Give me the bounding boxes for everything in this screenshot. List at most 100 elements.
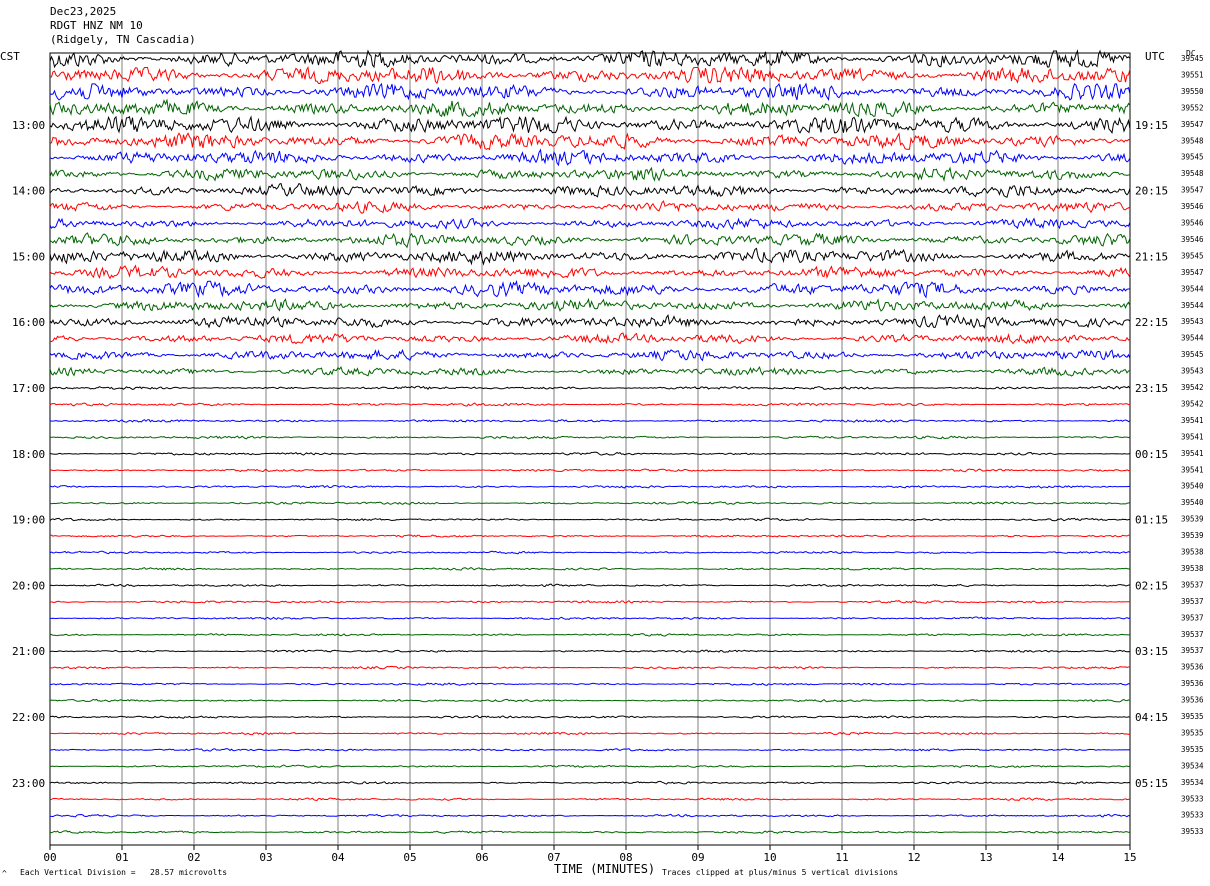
x-tick-label: 05 <box>403 851 416 864</box>
dc-offset-label: 39536 <box>1181 679 1204 688</box>
dc-offset-label: 39540 <box>1181 498 1204 507</box>
seismic-trace <box>49 385 1131 390</box>
dc-offset-label: 39537 <box>1181 597 1204 606</box>
dc-offset-label: 39539 <box>1181 515 1204 524</box>
left-hour-label: 19:00 <box>12 514 45 527</box>
left-hour-label: 21:00 <box>12 645 45 658</box>
seismic-trace <box>49 567 1131 571</box>
right-hour-label: 02:15 <box>1135 579 1168 592</box>
x-tick-label: 01 <box>115 851 128 864</box>
dc-offset-label: 39551 <box>1181 70 1204 79</box>
right-hour-label: 22:15 <box>1135 316 1168 329</box>
seismic-trace <box>49 65 1131 85</box>
dc-offset-label: 39548 <box>1181 169 1204 178</box>
seismic-trace <box>49 715 1131 719</box>
seismic-trace <box>49 217 1131 230</box>
right-hour-label: 05:15 <box>1135 777 1168 790</box>
right-hour-label: 23:15 <box>1135 382 1168 395</box>
left-hour-label: 20:00 <box>12 579 45 592</box>
seismic-trace <box>49 748 1131 752</box>
left-hour-label: 23:00 <box>12 777 45 790</box>
x-axis-label: TIME (MINUTES) <box>554 862 656 876</box>
dc-offset-label: 39538 <box>1181 548 1204 557</box>
x-tick-label: 03 <box>259 851 272 864</box>
dc-offset-label: 39541 <box>1181 416 1204 425</box>
dc-offset-label: 39533 <box>1181 827 1204 836</box>
dc-offset-label: 39533 <box>1181 794 1204 803</box>
right-hour-label: 04:15 <box>1135 711 1168 724</box>
right-hour-label: 00:15 <box>1135 448 1168 461</box>
seismic-trace <box>49 583 1131 588</box>
right-timezone-label: UTC <box>1145 50 1165 63</box>
dc-offset-label: 39541 <box>1181 449 1204 458</box>
dc-offset-label: 39546 <box>1181 235 1204 244</box>
dc-offset-label: 39547 <box>1181 186 1204 195</box>
dc-offset-label: 39535 <box>1181 712 1204 721</box>
seismic-trace <box>49 49 1131 69</box>
seismic-trace <box>49 402 1131 407</box>
right-hour-label: 21:15 <box>1135 250 1168 263</box>
dc-offset-label: 39543 <box>1181 317 1204 326</box>
dc-offset-label: 39539 <box>1181 531 1204 540</box>
seismic-trace <box>49 649 1131 653</box>
station-label: RDGT HNZ NM 10 <box>50 19 143 32</box>
dc-offset-label: 39544 <box>1181 301 1204 310</box>
scale-note: Each Vertical Division = 28.57 microvolt… <box>20 868 228 877</box>
seismic-trace <box>49 797 1131 802</box>
dc-offset-label: 39547 <box>1181 268 1204 277</box>
x-tick-label: 14 <box>1051 851 1065 864</box>
dc-offset-label: 39550 <box>1181 87 1204 96</box>
seismic-trace <box>49 247 1131 266</box>
left-hour-label: 18:00 <box>12 448 45 461</box>
dc-offset-label: 39546 <box>1181 219 1204 228</box>
dc-offset-label: 39548 <box>1181 136 1204 145</box>
left-timezone-label: CST <box>0 50 20 63</box>
dc-offset-label: 39545 <box>1181 350 1204 359</box>
dc-offset-label: 39546 <box>1181 202 1204 211</box>
seismic-trace <box>49 501 1131 505</box>
seismic-trace <box>49 264 1131 280</box>
seismic-trace <box>49 148 1131 167</box>
left-hour-label: 17:00 <box>12 382 45 395</box>
left-hour-label: 15:00 <box>12 250 45 263</box>
dc-offset-label: 39543 <box>1181 367 1204 376</box>
seismic-trace <box>49 517 1131 522</box>
seismic-trace <box>49 82 1131 101</box>
seismic-trace <box>50 616 1131 620</box>
seismic-trace <box>49 297 1131 312</box>
left-hour-label: 16:00 <box>12 316 45 329</box>
right-hour-label: 19:15 <box>1135 119 1168 132</box>
dc-offset-label: 39534 <box>1181 761 1204 770</box>
x-tick-label: 10 <box>763 851 776 864</box>
dc-offset-label: 39542 <box>1181 399 1204 408</box>
dc-offset-label: 39535 <box>1181 728 1204 737</box>
left-hour-label: 22:00 <box>12 711 45 724</box>
seismic-trace <box>49 731 1131 736</box>
x-tick-label: 07 <box>547 851 560 864</box>
dc-offset-label: 39537 <box>1181 646 1204 655</box>
dc-offset-label: 39536 <box>1181 663 1204 672</box>
seismic-trace <box>50 813 1131 818</box>
left-hour-label: 13:00 <box>12 119 45 132</box>
x-tick-label: 02 <box>187 851 200 864</box>
dc-offset-label: 39542 <box>1181 383 1204 392</box>
seismic-trace <box>49 550 1131 555</box>
right-hour-label: 03:15 <box>1135 645 1168 658</box>
x-tick-label: 15 <box>1123 851 1136 864</box>
seismic-trace <box>49 182 1131 198</box>
x-tick-label: 04 <box>331 851 345 864</box>
left-hour-label: 14:00 <box>12 185 45 198</box>
dc-offset-label: 39537 <box>1181 613 1204 622</box>
seismic-trace <box>49 665 1131 670</box>
x-tick-label: 11 <box>835 851 848 864</box>
seismic-trace <box>49 365 1131 377</box>
seismic-trace <box>49 435 1131 440</box>
x-tick-label: 13 <box>979 851 992 864</box>
seismic-trace <box>49 115 1131 135</box>
x-tick-label: 12 <box>907 851 920 864</box>
dc-offset-label: 39545 <box>1181 54 1204 63</box>
footer-mark: ^ <box>2 869 7 878</box>
dc-offset-label: 39540 <box>1181 482 1204 491</box>
seismic-trace <box>49 698 1131 703</box>
